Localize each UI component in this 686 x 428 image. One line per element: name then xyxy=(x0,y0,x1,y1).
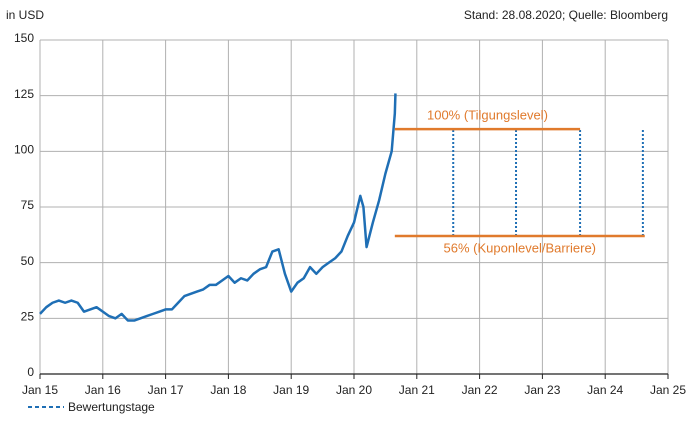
y-axis-label: in USD xyxy=(6,8,44,22)
x-tick-label: Jan 21 xyxy=(399,383,435,397)
y-tick-label: 75 xyxy=(21,198,35,212)
x-tick-label: Jan 25 xyxy=(650,383,686,397)
x-tick-label: Jan 20 xyxy=(336,383,372,397)
x-tick-label: Jan 16 xyxy=(85,383,121,397)
y-tick-label: 25 xyxy=(21,310,35,324)
x-tick-label: Jan 22 xyxy=(462,383,498,397)
x-tick-label: Jan 19 xyxy=(273,383,309,397)
source-note: Stand: 28.08.2020; Quelle: Bloomberg xyxy=(464,8,668,22)
y-tick-label: 0 xyxy=(27,365,34,379)
legend-label: Bewertungstage xyxy=(68,400,155,414)
x-tick-label: Jan 17 xyxy=(148,383,184,397)
x-tick-label: Jan 18 xyxy=(210,383,246,397)
x-tick-label: Jan 24 xyxy=(587,383,623,397)
price-line xyxy=(39,93,397,322)
x-tick-label: Jan 23 xyxy=(524,383,560,397)
y-tick-label: 125 xyxy=(14,87,34,101)
x-tick-label: Jan 15 xyxy=(22,383,58,397)
level-label: 56% (Kuponlevel/Barriere) xyxy=(444,240,596,255)
y-tick-label: 50 xyxy=(21,254,35,268)
level-label: 100% (Tilgungslevel) xyxy=(427,108,548,123)
y-tick-label: 100 xyxy=(14,143,34,157)
y-tick-label: 150 xyxy=(14,31,34,45)
